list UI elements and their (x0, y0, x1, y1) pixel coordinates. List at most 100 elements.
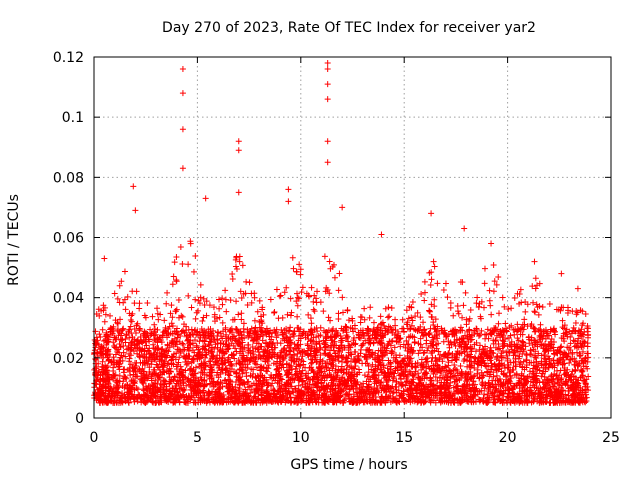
data-point (295, 382, 302, 389)
data-point (192, 315, 199, 322)
data-point (388, 347, 395, 354)
data-point (126, 334, 133, 341)
data-point (326, 258, 333, 265)
data-point (100, 302, 107, 309)
data-point (129, 288, 136, 295)
data-point (116, 282, 123, 289)
data-point (122, 353, 129, 360)
data-point (317, 324, 324, 331)
data-point (511, 341, 518, 348)
data-point (197, 294, 204, 301)
data-point (290, 333, 297, 340)
data-point (461, 332, 468, 339)
data-point (530, 324, 537, 331)
data-point (273, 391, 280, 398)
data-point (168, 302, 175, 309)
data-point (294, 313, 301, 320)
data-point (486, 287, 493, 294)
data-point (173, 253, 180, 260)
data-point (433, 332, 440, 339)
data-point (239, 262, 246, 269)
data-point (462, 387, 469, 394)
data-point (216, 305, 223, 312)
data-point (335, 287, 342, 294)
data-point (172, 308, 179, 315)
data-point (232, 263, 239, 270)
data-point (229, 276, 236, 283)
data-point (311, 326, 318, 333)
data-point (478, 387, 485, 394)
data-point (529, 283, 536, 290)
data-point (419, 344, 426, 351)
data-point (297, 271, 304, 278)
data-point (530, 346, 537, 353)
data-point (454, 303, 461, 310)
data-point (476, 342, 483, 349)
data-point (185, 261, 192, 268)
data-point (171, 259, 178, 266)
data-point (508, 305, 515, 312)
data-point (181, 386, 188, 393)
data-point (327, 317, 334, 324)
data-point (248, 299, 255, 306)
data-point (147, 326, 154, 333)
data-point (173, 306, 180, 313)
data-point (216, 314, 223, 321)
data-point (235, 311, 242, 318)
data-point (259, 320, 266, 327)
data-point (214, 344, 221, 351)
data-point (249, 344, 256, 351)
data-point (545, 342, 552, 349)
data-point (179, 313, 186, 320)
data-point (531, 325, 538, 332)
chart-title: Day 270 of 2023, Rate Of TEC Index for r… (162, 20, 536, 36)
data-point (573, 307, 580, 314)
data-point (142, 314, 149, 321)
data-point (361, 316, 368, 323)
data-point (566, 360, 573, 367)
data-point (222, 287, 229, 294)
data-point (569, 368, 576, 375)
data-point (193, 309, 200, 316)
data-point (403, 307, 410, 314)
data-point (185, 348, 192, 355)
data-point (494, 353, 501, 360)
data-point (192, 252, 199, 259)
data-point (232, 337, 239, 344)
data-point (397, 343, 404, 350)
data-point (385, 304, 392, 311)
data-point (335, 357, 342, 364)
data-point (409, 348, 416, 355)
data-point (546, 301, 553, 308)
data-point (294, 294, 301, 301)
data-point (173, 277, 180, 284)
data-point (538, 373, 545, 380)
data-point (499, 294, 506, 301)
data-point (229, 271, 236, 278)
data-point (122, 306, 129, 313)
data-point (576, 353, 583, 360)
data-point (111, 290, 118, 297)
data-point (361, 372, 368, 379)
data-point (203, 312, 210, 319)
data-point (365, 363, 372, 370)
data-point (233, 253, 240, 260)
data-point (417, 314, 424, 321)
data-point (416, 327, 423, 334)
data-point (430, 370, 437, 377)
data-point (112, 351, 119, 358)
data-point (273, 286, 280, 293)
data-point (396, 335, 403, 342)
data-point (154, 310, 161, 317)
data-point (251, 317, 258, 324)
data-point (495, 387, 502, 394)
data-point (95, 368, 102, 375)
data-point (539, 303, 546, 310)
data-point (137, 325, 144, 332)
data-point (98, 307, 105, 314)
data-point (101, 318, 108, 325)
data-point (431, 296, 438, 303)
data-point (542, 335, 549, 342)
data-point (238, 310, 245, 317)
data-point (436, 331, 443, 338)
